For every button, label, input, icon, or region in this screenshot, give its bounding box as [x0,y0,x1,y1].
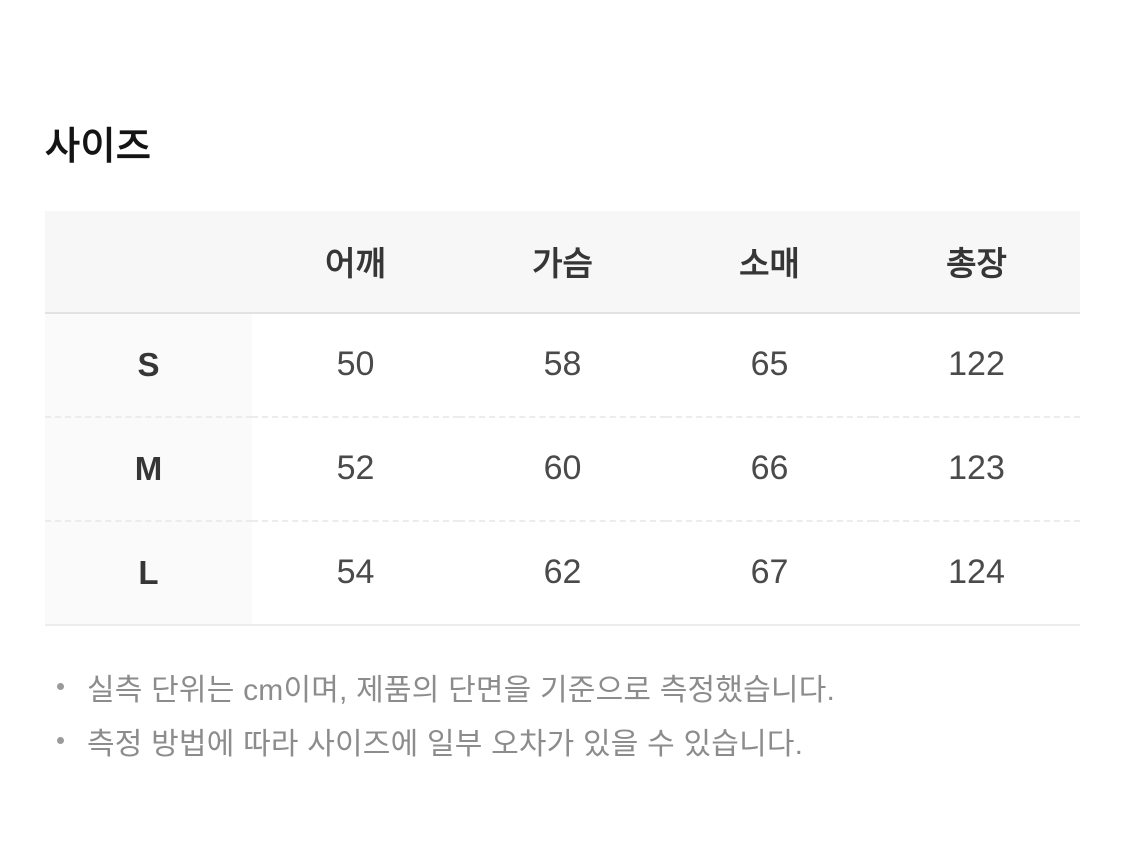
cell-m-sleeve: 66 [666,416,873,521]
cell-m-shoulder: 52 [252,416,459,521]
cell-l-shoulder: 54 [252,520,459,625]
note-item-measure-unit: 실측 단위는 cm이며, 제품의 단면을 기준으로 측정했습니다. [45,660,1080,714]
column-header-sleeve: 소매 [666,210,873,313]
row-label-m: M [45,416,252,521]
cell-m-total-length: 123 [873,416,1080,521]
column-header-total-length: 총장 [873,210,1080,313]
bullet-icon [57,737,64,745]
table-row-m: M 52 60 66 123 [45,416,1080,521]
note-text: 실측 단위는 cm이며, 제품의 단면을 기준으로 측정했습니다. [87,673,836,707]
column-header-chest: 가슴 [459,210,666,313]
size-table: 어깨 가슴 소매 총장 S 50 58 65 122 M 52 60 66 12… [45,210,1080,626]
table-row-s: S 50 58 65 122 [45,312,1080,417]
row-label-s: S [45,312,252,417]
cell-s-total-length: 122 [873,312,1080,417]
cell-l-chest: 62 [459,520,666,625]
cell-l-total-length: 124 [873,520,1080,625]
cell-s-shoulder: 50 [252,312,459,417]
page-title: 사이즈 [45,126,152,168]
size-table-header-row: 어깨 가슴 소매 총장 [45,210,1080,313]
cell-l-sleeve: 67 [666,520,873,625]
row-label-l: L [45,520,252,625]
table-row-l: L 54 62 67 124 [45,520,1080,625]
corner-cell [45,210,252,313]
notes-list: 실측 단위는 cm이며, 제품의 단면을 기준으로 측정했습니다. 측정 방법에… [45,660,1080,768]
cell-s-sleeve: 65 [666,312,873,417]
bullet-icon [57,683,64,691]
cell-s-chest: 58 [459,312,666,417]
note-item-size-tolerance: 측정 방법에 따라 사이즈에 일부 오차가 있을 수 있습니다. [45,714,1080,768]
cell-m-chest: 60 [459,416,666,521]
note-text: 측정 방법에 따라 사이즈에 일부 오차가 있을 수 있습니다. [87,727,804,761]
column-header-shoulder: 어깨 [252,210,459,313]
